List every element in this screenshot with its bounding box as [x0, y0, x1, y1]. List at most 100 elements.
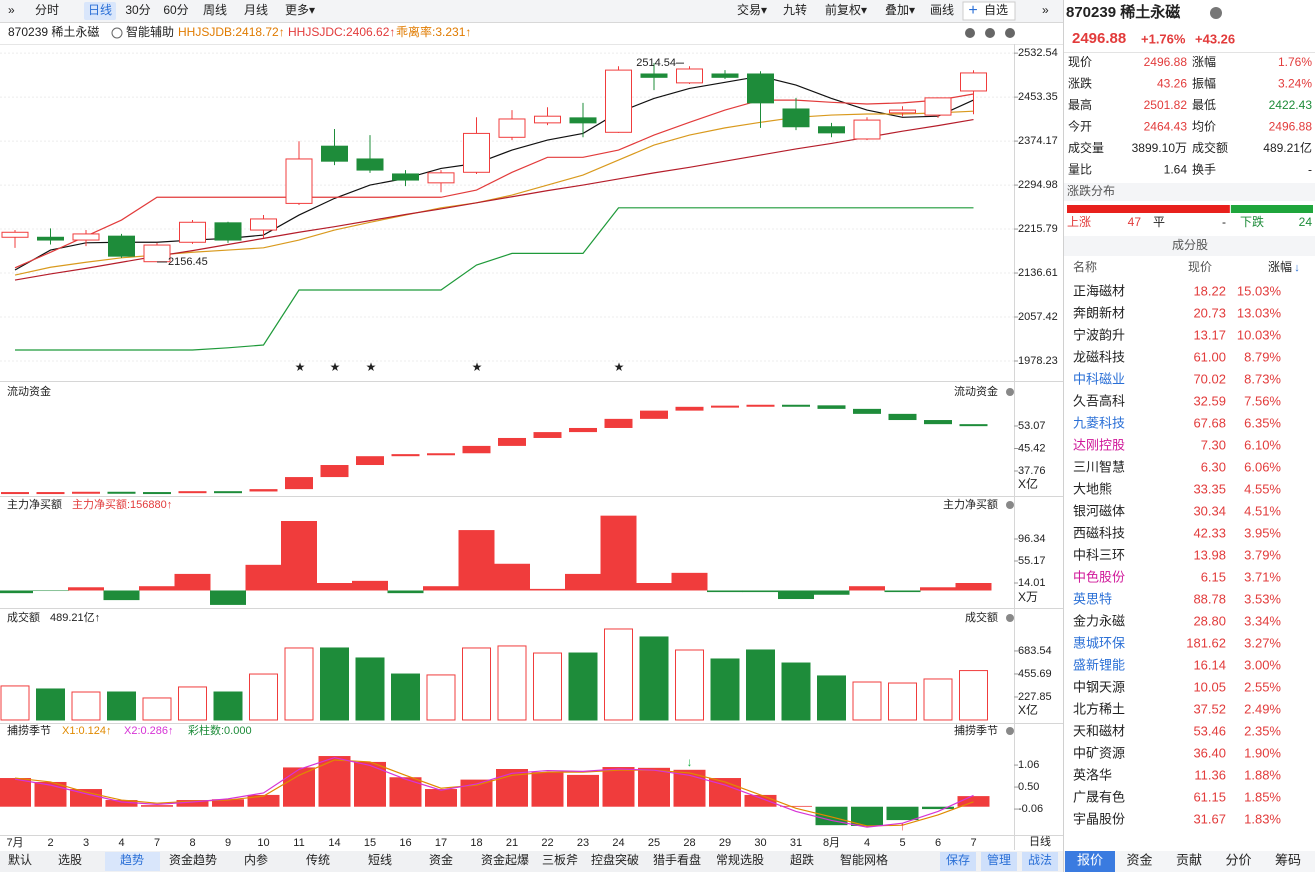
stock-name[interactable]: 久吾高科: [1073, 393, 1125, 408]
stock-price: 37.52: [1193, 701, 1226, 716]
stock-name[interactable]: 宇晶股份: [1073, 811, 1125, 826]
toolbar-button[interactable]: 前复权▾: [825, 2, 867, 17]
toolbar-tab[interactable]: 日线: [88, 3, 112, 17]
collapse-icon[interactable]: »: [8, 3, 15, 17]
right-tab[interactable]: 贡献: [1176, 852, 1202, 867]
turnover-bar: [817, 675, 846, 721]
toolbar-button[interactable]: 叠加▾: [885, 3, 915, 17]
stock-name[interactable]: 大地熊: [1073, 481, 1112, 496]
stock-name[interactable]: 银河磁体: [1073, 503, 1125, 518]
y-tick-label: 45.42: [1018, 442, 1046, 454]
zoom-out-icon[interactable]: [985, 28, 995, 38]
stock-price: 11.36: [1194, 767, 1226, 782]
right-tab[interactable]: 资金: [1126, 852, 1152, 867]
toolbar-tab[interactable]: 30分: [125, 3, 150, 17]
y-tick-label: 2532.54: [1018, 47, 1058, 59]
net-header: 主力净买额:156880↑: [72, 497, 172, 511]
toolbar-tab[interactable]: 分时: [35, 3, 59, 17]
stock-name[interactable]: 中科磁业: [1073, 371, 1125, 386]
assist-icon[interactable]: [111, 27, 123, 39]
bottom-tab[interactable]: 资金趋势: [169, 852, 217, 867]
stock-name[interactable]: 中钢天源: [1073, 679, 1125, 694]
candle-body: [711, 73, 739, 78]
stock-name[interactable]: 中矿资源: [1073, 745, 1125, 760]
season-bar: [709, 778, 741, 807]
bottom-tab[interactable]: 内参: [244, 852, 268, 867]
bottom-tab[interactable]: 超跌: [790, 852, 814, 867]
bottom-button[interactable]: 保存: [946, 853, 970, 867]
x-tick-label: 18: [470, 837, 482, 849]
stock-name[interactable]: 九菱科技: [1073, 415, 1125, 430]
y-tick-label: 2215.79: [1018, 223, 1058, 235]
stock-name[interactable]: 西磁科技: [1073, 525, 1125, 540]
settings-icon[interactable]: [1006, 614, 1014, 622]
settings-icon[interactable]: [1006, 501, 1014, 509]
stock-name[interactable]: 天和磁材: [1073, 723, 1125, 738]
settings-icon[interactable]: [1006, 727, 1014, 735]
bottom-tab[interactable]: 短线: [368, 853, 392, 867]
bottom-tab[interactable]: 资金起爆: [481, 852, 529, 867]
zoom-in-icon[interactable]: [965, 28, 975, 38]
stock-name[interactable]: 中科三环: [1073, 547, 1125, 562]
bottom-tab[interactable]: 常规选股: [716, 852, 764, 867]
stock-name[interactable]: 广晟有色: [1073, 789, 1125, 804]
stock-name[interactable]: 龙磁科技: [1073, 349, 1125, 364]
col-header[interactable]: 涨幅: [1268, 259, 1292, 274]
bottom-tab[interactable]: 智能网格: [840, 852, 888, 867]
quote-value: 2422.43: [1269, 98, 1313, 112]
button-bg: [1022, 852, 1058, 871]
expand-icon[interactable]: »: [1042, 3, 1049, 17]
col-header: 名称: [1073, 259, 1097, 274]
toolbar-tab[interactable]: 60分: [163, 3, 188, 17]
info-icon[interactable]: [1210, 7, 1222, 19]
toolbar-button[interactable]: 交易▾: [737, 2, 767, 17]
stock-name[interactable]: 奔朗新材: [1073, 305, 1125, 320]
bottom-button[interactable]: 管理: [987, 852, 1011, 867]
toolbar-tab[interactable]: 月线: [244, 3, 268, 17]
stock-name[interactable]: 英洛华: [1073, 767, 1112, 782]
settings-icon[interactable]: [1006, 388, 1014, 396]
stock-name[interactable]: 中色股份: [1073, 569, 1125, 584]
bottom-tab[interactable]: 默认: [8, 852, 32, 867]
stock-name[interactable]: 金力永磁: [1073, 613, 1125, 628]
close-icon[interactable]: [1005, 28, 1015, 38]
toolbar-tab[interactable]: 周线: [203, 3, 227, 17]
unit-label: X万: [1018, 590, 1038, 604]
right-tab[interactable]: 筹码: [1275, 852, 1301, 867]
bottom-tab[interactable]: 控盘突破: [591, 852, 639, 867]
right-tab[interactable]: 报价: [1077, 852, 1103, 867]
stock-name[interactable]: 英思特: [1073, 591, 1112, 606]
turnover-bar: [107, 691, 136, 721]
toolbar-tab[interactable]: 更多▾: [285, 3, 315, 17]
net-bar: [636, 583, 672, 591]
y-tick-label: 2374.17: [1018, 135, 1058, 147]
bottom-tab[interactable]: 猎手看盘: [653, 852, 701, 867]
stock-name[interactable]: 达刚控股: [1073, 437, 1125, 452]
stock-name[interactable]: 三川智慧: [1073, 459, 1125, 474]
bottom-tab[interactable]: 三板斧: [542, 853, 578, 867]
bottom-tab[interactable]: 选股: [58, 853, 82, 867]
toolbar-button[interactable]: 自选: [984, 3, 1008, 17]
net-bar: [849, 586, 885, 591]
turnover-bar: [888, 682, 917, 721]
bottom-tab[interactable]: 趋势: [120, 853, 144, 867]
turnover-bar: [249, 673, 278, 721]
bottom-button[interactable]: 战法: [1028, 853, 1052, 867]
toolbar-button[interactable]: 画线: [930, 3, 954, 17]
net-bar: [565, 573, 601, 591]
stock-name[interactable]: 宁波韵升: [1073, 327, 1125, 342]
toolbar-button[interactable]: 九转: [783, 2, 807, 17]
stock-name[interactable]: 正海磁材: [1073, 283, 1125, 298]
candle-body: [747, 73, 774, 104]
right-tab[interactable]: 分价: [1225, 852, 1251, 867]
stock-change: 6.35%: [1244, 415, 1281, 430]
stock-name[interactable]: 惠城环保: [1073, 635, 1125, 650]
bottom-tab[interactable]: 传统: [306, 852, 330, 867]
stock-name[interactable]: 北方稀土: [1073, 701, 1125, 716]
quote-pct: +1.76%: [1141, 31, 1186, 46]
stock-name[interactable]: 盛新锂能: [1073, 657, 1125, 672]
assist-label[interactable]: 智能辅助: [126, 24, 174, 39]
bottom-tab[interactable]: 资金: [429, 852, 453, 867]
season-bar: [105, 800, 138, 807]
season-bar: [886, 806, 919, 821]
